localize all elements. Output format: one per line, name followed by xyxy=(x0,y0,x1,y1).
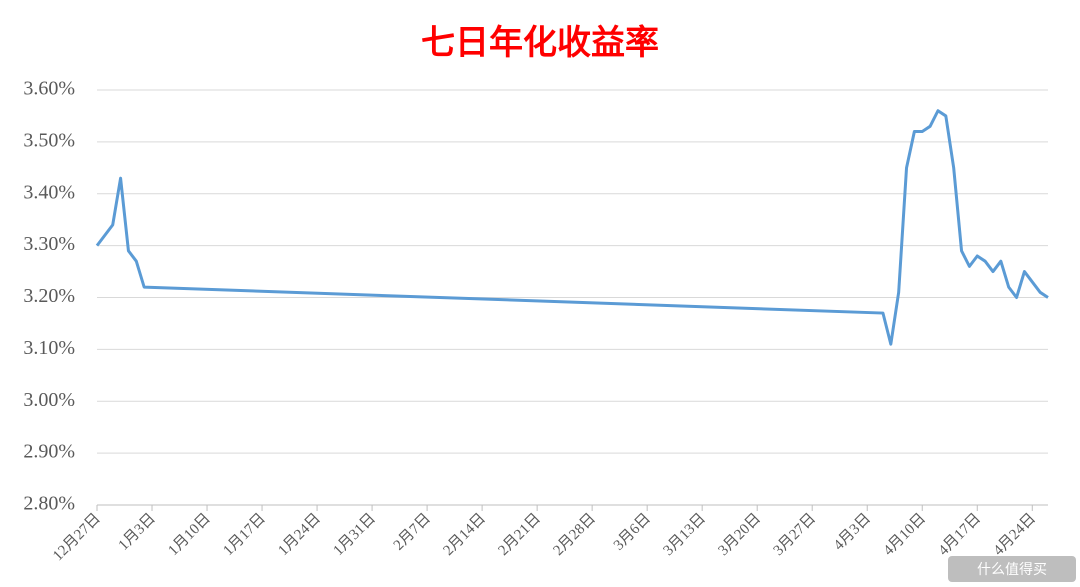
y-tick-label: 3.30% xyxy=(23,233,75,255)
x-tick-label: 3月13日 xyxy=(661,511,709,559)
y-tick-label: 2.90% xyxy=(23,441,75,463)
x-tick-label: 1月24日 xyxy=(275,511,323,559)
x-tick-label: 4月24日 xyxy=(991,511,1039,559)
watermark-bg xyxy=(948,556,1076,582)
x-tick-label: 3月6日 xyxy=(611,511,654,554)
x-tick-label: 4月17日 xyxy=(936,511,984,559)
x-tick-label: 2月14日 xyxy=(440,511,488,559)
x-tick-label: 2月28日 xyxy=(551,511,599,559)
y-tick-label: 3.50% xyxy=(23,129,75,151)
y-tick-label: 2.80% xyxy=(23,493,75,515)
x-tick-label: 1月17日 xyxy=(220,511,268,559)
x-tick-label: 4月3日 xyxy=(831,511,874,554)
y-tick-label: 3.00% xyxy=(23,389,75,411)
y-tick-label: 3.10% xyxy=(23,337,75,359)
x-tick-label: 3月27日 xyxy=(771,511,819,559)
y-tick-label: 3.60% xyxy=(23,78,75,100)
x-tick-label: 1月3日 xyxy=(116,511,159,554)
x-tick-label: 2月7日 xyxy=(391,511,434,554)
x-tick-label: 1月10日 xyxy=(165,511,213,559)
x-tick-label: 1月31日 xyxy=(330,511,378,559)
chart-title: 七日年化收益率 xyxy=(421,24,659,62)
x-tick-label: 2月21日 xyxy=(496,511,544,559)
x-tick-label: 12月27日 xyxy=(50,511,104,565)
x-tick-label: 4月10日 xyxy=(881,511,929,559)
y-tick-label: 3.20% xyxy=(23,285,75,307)
x-tick-label: 3月20日 xyxy=(716,511,764,559)
y-tick-label: 3.40% xyxy=(23,181,75,203)
watermark: 什么值得买 xyxy=(977,561,1047,578)
data-line xyxy=(95,109,1049,346)
